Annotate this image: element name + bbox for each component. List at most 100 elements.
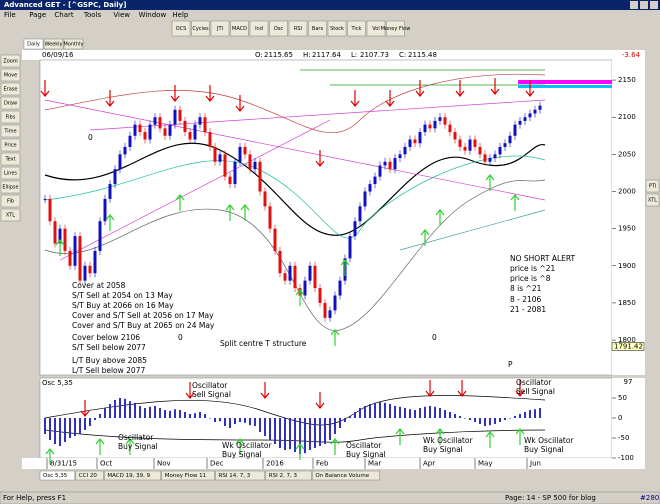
annotation: price is ^8 — [510, 274, 551, 283]
tool-button[interactable] — [0, 68, 21, 82]
ohlc-label: H: — [303, 51, 311, 59]
candle — [323, 302, 327, 318]
menu-item[interactable]: Help — [172, 11, 189, 19]
menu-item[interactable]: Window — [139, 11, 167, 19]
tool-button[interactable] — [0, 110, 21, 124]
price-axis — [612, 60, 645, 375]
candle — [308, 265, 312, 281]
osc-bar — [239, 418, 241, 422]
buy-arrow — [330, 438, 340, 455]
osc-annotation: Oscillator — [118, 433, 154, 442]
tool-button[interactable] — [0, 124, 21, 138]
y-tick-label: 1900 — [618, 262, 636, 270]
indicator-tab[interactable] — [39, 470, 76, 481]
tool-button[interactable] — [0, 180, 21, 194]
tool-button[interactable] — [645, 179, 660, 193]
tool-label: PTI — [649, 184, 657, 190]
close-button[interactable] — [650, 1, 658, 9]
osc-tick-label: -100 — [618, 454, 634, 462]
indicator-tab[interactable] — [104, 470, 162, 481]
candle — [368, 184, 372, 192]
tool-button[interactable] — [0, 152, 21, 166]
sell-arrow — [457, 380, 467, 397]
osc-bar — [299, 418, 301, 454]
tool-button[interactable] — [645, 193, 660, 207]
osc-tick-label: -50 — [618, 434, 629, 442]
toolbar-button[interactable] — [288, 20, 308, 37]
osc-bar — [384, 402, 386, 418]
annotation: 0 — [432, 333, 437, 342]
period-tab[interactable] — [63, 38, 84, 50]
toolbar-button[interactable] — [191, 20, 210, 37]
toolbar-button[interactable] — [269, 20, 288, 37]
osc-bar — [429, 406, 431, 418]
minimize-button[interactable] — [630, 1, 638, 9]
toolbar-button[interactable] — [366, 20, 386, 37]
osc-bar — [399, 406, 401, 418]
osc-bar — [404, 408, 406, 418]
osc-bar — [264, 418, 266, 436]
candle — [133, 124, 137, 136]
toolbar-button[interactable] — [171, 20, 191, 37]
candle — [118, 154, 122, 170]
indicator-tab[interactable] — [75, 470, 104, 481]
y-tick-label: 1850 — [618, 299, 636, 307]
y-tick-label: 1800 — [618, 336, 636, 344]
candle — [258, 161, 262, 192]
indicator-tab[interactable] — [312, 470, 380, 481]
menu-item[interactable]: File — [4, 11, 16, 19]
status-id: #2805 — [640, 494, 660, 502]
indicator-tab[interactable] — [215, 470, 266, 481]
period-tabs: Daily Weekly Monthly — [23, 38, 84, 50]
trendline — [399, 209, 546, 251]
osc-bar — [339, 418, 341, 428]
tool-button[interactable] — [0, 194, 21, 208]
toolbar-button[interactable] — [386, 20, 405, 37]
buy-arrow — [295, 443, 305, 460]
indicator-tab[interactable] — [265, 470, 312, 481]
candle — [168, 124, 172, 136]
osc-bar — [304, 418, 306, 454]
y-tick-label: 2050 — [618, 150, 636, 158]
toolbar-button[interactable] — [249, 20, 269, 37]
tool-label: Fibs — [6, 115, 16, 121]
osc-bar — [54, 418, 56, 444]
period-tab[interactable] — [43, 38, 64, 50]
maximize-button[interactable] — [640, 1, 648, 9]
date-label: Mar — [368, 460, 381, 468]
menu-item[interactable]: Page — [29, 11, 46, 19]
buy-arrow — [95, 438, 105, 455]
osc-bar — [529, 410, 531, 418]
tool-button[interactable] — [0, 82, 21, 96]
tool-label: Lines — [4, 171, 17, 177]
toolbar-button[interactable] — [327, 20, 347, 37]
date-label: Apr — [423, 460, 435, 468]
tool-button[interactable] — [0, 208, 21, 222]
toolbar-button[interactable] — [308, 20, 327, 37]
osc-bar — [379, 402, 381, 418]
right-toolbar: PTI XTL — [645, 179, 660, 207]
menu-item[interactable]: Chart — [54, 11, 73, 19]
candle — [403, 146, 407, 155]
indicator-tab-label: MACD 19, 39, 9 — [107, 473, 150, 479]
candle — [278, 250, 282, 274]
period-tab[interactable] — [23, 38, 44, 50]
toolbar-button[interactable] — [210, 20, 230, 37]
osc-bar — [459, 416, 461, 418]
osc-bar — [94, 418, 96, 420]
toolbar-button[interactable] — [230, 20, 249, 37]
osc-bar — [334, 418, 336, 434]
y-tick-label: 2150 — [618, 76, 636, 84]
tool-button[interactable] — [0, 54, 21, 68]
menu-item[interactable]: View — [113, 11, 130, 19]
tool-button[interactable] — [0, 166, 21, 180]
tool-label: Zoom — [3, 59, 18, 65]
tool-button[interactable] — [0, 96, 21, 110]
indicator-tab[interactable] — [161, 470, 215, 481]
ohlc-value: 2115.65 — [264, 51, 293, 59]
toolbar-button[interactable] — [347, 20, 366, 37]
tool-button[interactable] — [0, 138, 21, 152]
candle — [393, 158, 397, 170]
candle — [333, 295, 337, 311]
menu-item[interactable]: Tools — [83, 11, 102, 19]
